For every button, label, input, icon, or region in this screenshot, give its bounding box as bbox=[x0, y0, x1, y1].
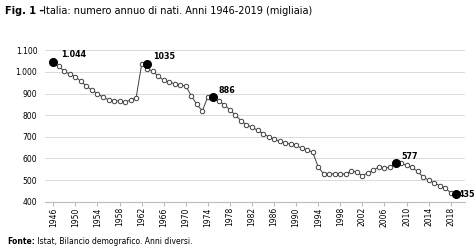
Text: 1035: 1035 bbox=[153, 52, 174, 61]
Text: Istat, Bilancio demografico. Anni diversi.: Istat, Bilancio demografico. Anni divers… bbox=[35, 237, 192, 246]
Text: 1.044: 1.044 bbox=[62, 50, 87, 59]
Text: 886: 886 bbox=[219, 86, 236, 95]
Text: 577: 577 bbox=[401, 152, 418, 161]
Text: Fonte:: Fonte: bbox=[7, 237, 35, 246]
Text: Fig. 1 –: Fig. 1 – bbox=[5, 6, 44, 16]
Text: Italia: numero annuo di nati. Anni 1946-2019 (migliaia): Italia: numero annuo di nati. Anni 1946-… bbox=[40, 6, 312, 16]
Text: 435: 435 bbox=[459, 190, 474, 199]
